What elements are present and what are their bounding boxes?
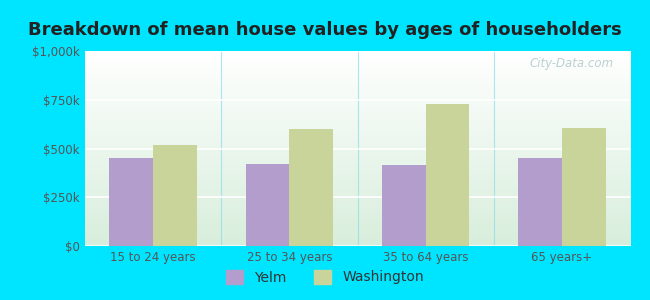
Bar: [289, 129, 333, 246]
Text: Breakdown of mean house values by ages of householders: Breakdown of mean house values by ages o…: [28, 21, 622, 39]
Bar: [153, 145, 196, 246]
Legend: Yelm, Washington: Yelm, Washington: [221, 264, 429, 290]
Bar: [519, 158, 562, 246]
Bar: [109, 158, 153, 246]
Bar: [562, 128, 606, 246]
Bar: [382, 165, 426, 246]
Bar: [426, 103, 469, 246]
Bar: [246, 164, 289, 246]
Text: City-Data.com: City-Data.com: [530, 57, 614, 70]
